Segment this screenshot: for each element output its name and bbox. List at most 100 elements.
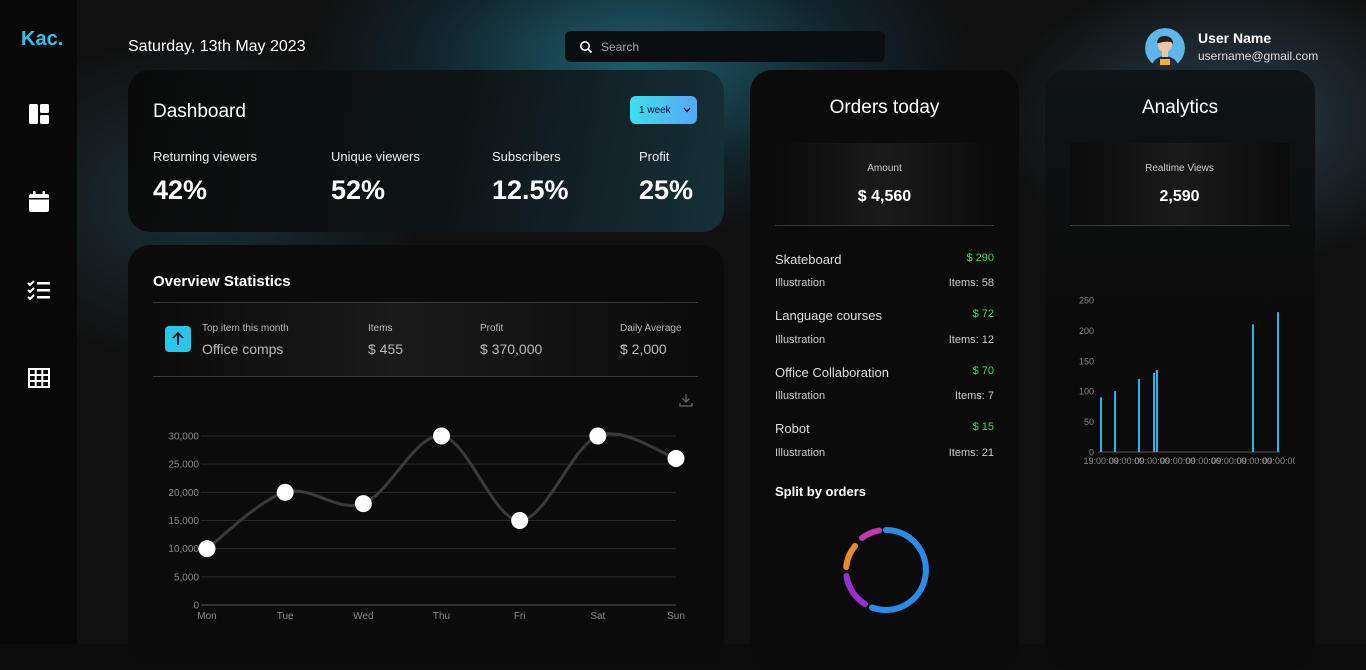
x-tick-label: 09:00:00 bbox=[1109, 456, 1144, 466]
data-point bbox=[276, 483, 294, 501]
stat-value-unique: 52% bbox=[331, 175, 386, 205]
donut-segment bbox=[843, 573, 868, 607]
y-tick-label: 150 bbox=[1079, 356, 1094, 366]
profit-value: $ 370,000 bbox=[480, 341, 543, 357]
table-icon[interactable] bbox=[27, 366, 51, 390]
divider bbox=[775, 225, 994, 226]
stat-value-profit: 25% bbox=[639, 175, 694, 205]
realtime-views-value: 2,590 bbox=[1159, 188, 1200, 205]
x-tick-label: 19:00:00 bbox=[1083, 456, 1118, 466]
search-input[interactable] bbox=[599, 38, 863, 55]
x-tick-label: 09:00:00 bbox=[1160, 456, 1195, 466]
analytics-title: Analytics bbox=[1141, 97, 1219, 118]
logo: Kac. bbox=[21, 28, 64, 50]
y-tick-label: 5,000 bbox=[174, 572, 199, 583]
data-point bbox=[198, 540, 216, 558]
stat-label-profit: Profit bbox=[639, 149, 670, 164]
calendar-icon[interactable] bbox=[27, 190, 51, 214]
divider bbox=[153, 302, 698, 303]
order-name[interactable]: Robot bbox=[775, 421, 810, 436]
range-select[interactable]: 1 week bbox=[630, 96, 697, 124]
y-tick-label: 100 bbox=[1079, 387, 1094, 397]
order-items: Items: 21 bbox=[948, 447, 994, 459]
order-price: $ 15 bbox=[972, 421, 994, 433]
data-point bbox=[667, 450, 685, 468]
order-name[interactable]: Language courses bbox=[775, 308, 882, 323]
top-item-label: Top item this month bbox=[202, 323, 289, 334]
download-icon[interactable] bbox=[679, 393, 693, 407]
analytics-chart: 05010015020025019:00:0009:00:0009:00:000… bbox=[1079, 296, 1295, 467]
order-items: Items: 7 bbox=[954, 390, 994, 402]
x-tick-label: Mon bbox=[197, 611, 216, 622]
search-icon bbox=[580, 40, 593, 53]
data-point bbox=[589, 427, 607, 445]
arrow-up-icon bbox=[165, 326, 191, 352]
y-tick-label: 0 bbox=[193, 601, 199, 612]
realtime-views-box: Realtime Views 2,590 bbox=[1070, 143, 1289, 225]
order-items: Items: 58 bbox=[948, 277, 994, 289]
donut-segment bbox=[869, 527, 929, 613]
donut-segment bbox=[843, 543, 858, 570]
x-tick-label: Sun bbox=[667, 611, 685, 622]
stat-value-returning: 42% bbox=[153, 175, 208, 205]
line-chart: 0 5,000 10,000 15,000 20,000 25,000 30,000 Mon T… bbox=[168, 427, 685, 622]
amount-value: $ 4,560 bbox=[857, 188, 912, 205]
items-value: $ 455 bbox=[368, 341, 404, 357]
order-price: $ 290 bbox=[966, 252, 994, 264]
realtime-views-label: Realtime Views bbox=[1145, 163, 1214, 174]
chevron-down-icon bbox=[683, 107, 691, 113]
orders-card: Orders today Amount $ 4,560 Skateboard $… bbox=[750, 70, 1019, 670]
dashboard-title: Dashboard bbox=[153, 101, 246, 122]
x-tick-label: Wed bbox=[353, 611, 373, 622]
stat-label-returning: Returning viewers bbox=[153, 149, 258, 164]
y-tick-label: 250 bbox=[1079, 296, 1094, 306]
x-tick-label: 09:00:00 bbox=[1211, 456, 1246, 466]
avatar[interactable] bbox=[1145, 28, 1185, 68]
y-tick-label: 25,000 bbox=[168, 460, 199, 471]
divider bbox=[1070, 225, 1289, 226]
order-items: Items: 12 bbox=[948, 334, 994, 346]
dashboard-icon[interactable] bbox=[27, 102, 51, 126]
y-tick-label: 20,000 bbox=[168, 488, 199, 499]
order-price: $ 70 bbox=[972, 365, 994, 377]
x-tick-label: Sat bbox=[590, 611, 605, 622]
current-date: Saturday, 13th May 2023 bbox=[128, 38, 306, 55]
x-tick-label: Tue bbox=[277, 611, 294, 622]
orders-title: Orders today bbox=[829, 97, 940, 118]
search-bar[interactable] bbox=[565, 31, 885, 62]
daily-average-value: $ 2,000 bbox=[620, 341, 667, 357]
sidebar: Kac. bbox=[0, 0, 77, 644]
y-tick-label: 10,000 bbox=[168, 544, 199, 555]
checklist-icon[interactable] bbox=[27, 278, 51, 302]
y-tick-label: 30,000 bbox=[168, 432, 199, 443]
x-tick-label: 09:00:00 bbox=[1186, 456, 1221, 466]
order-name[interactable]: Office Collaboration bbox=[775, 365, 889, 380]
x-tick-label: Thu bbox=[433, 611, 450, 622]
dashboard-card: Dashboard 1 week Returning viewers 42% U… bbox=[128, 70, 724, 232]
amount-box: Amount $ 4,560 bbox=[775, 143, 994, 225]
order-category: Illustration bbox=[775, 334, 826, 346]
x-tick-label: 09:00:00 bbox=[1237, 456, 1272, 466]
stat-label-unique: Unique viewers bbox=[331, 149, 420, 164]
order-category: Illustration bbox=[775, 447, 826, 459]
y-tick-label: 50 bbox=[1084, 417, 1094, 427]
y-tick-label: 0 bbox=[1089, 448, 1094, 458]
top-item-value: Office comps bbox=[202, 341, 284, 357]
items-label: Items bbox=[368, 323, 393, 334]
user-name: User Name bbox=[1198, 30, 1272, 46]
donut-segment bbox=[859, 527, 882, 541]
stat-value-subscribers: 12.5% bbox=[492, 175, 569, 205]
order-category: Illustration bbox=[775, 277, 826, 289]
overview-summary: Top item this month Office comps Items $… bbox=[153, 303, 698, 376]
x-tick-label: 09:00:00 bbox=[1135, 456, 1170, 466]
data-point bbox=[433, 427, 450, 445]
range-select-value: 1 week bbox=[639, 104, 671, 116]
order-name[interactable]: Skateboard bbox=[775, 252, 842, 267]
order-category: Illustration bbox=[775, 390, 826, 402]
order-price: $ 72 bbox=[972, 308, 994, 320]
donut-chart bbox=[843, 527, 929, 613]
overview-title: Overview Statistics bbox=[153, 273, 291, 290]
split-title: Split by orders bbox=[775, 484, 867, 499]
user-email: username@gmail.com bbox=[1198, 49, 1319, 63]
analytics-card: Analytics Realtime Views 2,590 0 50 100 150… bbox=[1045, 70, 1315, 670]
